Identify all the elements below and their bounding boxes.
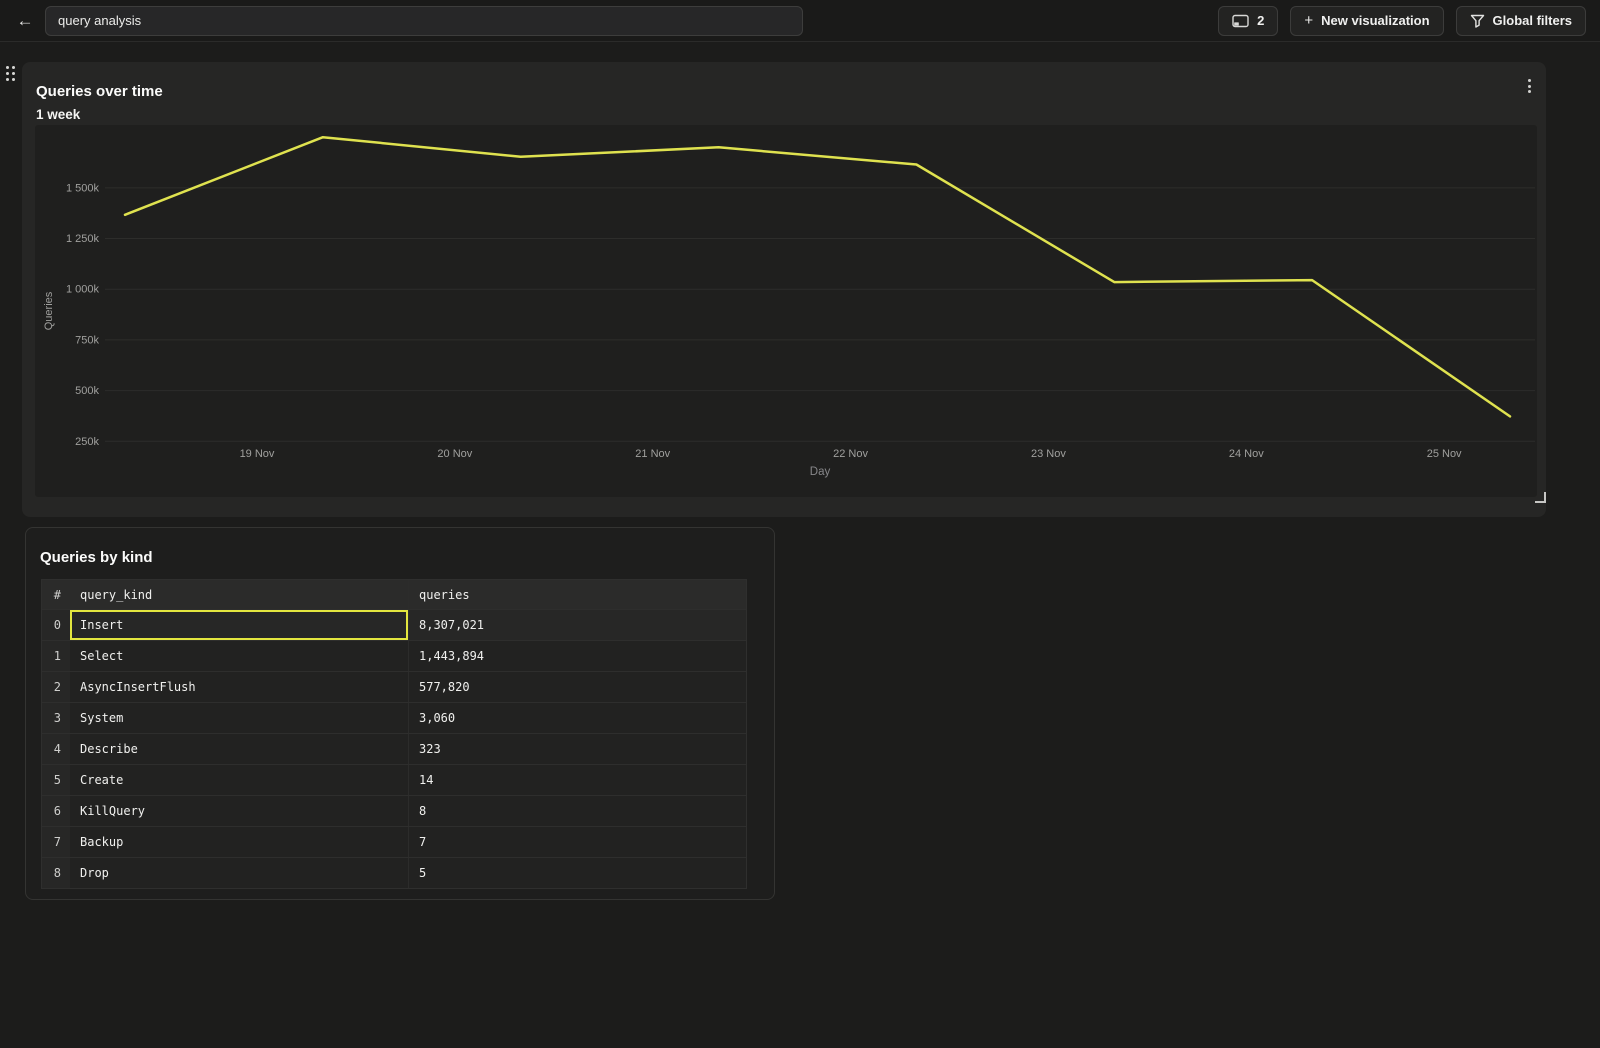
- svg-text:1 250k: 1 250k: [66, 233, 100, 245]
- query-kind-cell[interactable]: Select: [80, 649, 124, 663]
- row-index-cell: 4: [42, 734, 70, 764]
- svg-text:24 Nov: 24 Nov: [1229, 448, 1264, 460]
- topbar-actions: 2 + New visualization Global filters: [1218, 5, 1586, 36]
- table-row: 0 Insert 8,307,021: [42, 609, 746, 640]
- queries-value-cell[interactable]: 8: [408, 796, 746, 826]
- queries-value-cell[interactable]: 323: [408, 734, 746, 764]
- svg-text:1 000k: 1 000k: [66, 284, 100, 296]
- query-kind-cell[interactable]: Insert: [70, 610, 408, 640]
- queries-value-cell[interactable]: 7: [408, 827, 746, 857]
- resize-handle-icon[interactable]: [1535, 492, 1546, 503]
- new-visualization-label: New visualization: [1321, 13, 1430, 28]
- row-index-cell: 0: [42, 610, 70, 640]
- queries-value-cell[interactable]: 14: [408, 765, 746, 795]
- queries-value-cell[interactable]: 3,060: [408, 703, 746, 733]
- chart-subtitle: 1 week: [36, 107, 81, 122]
- table-row: 6 KillQuery 8: [42, 795, 746, 826]
- svg-text:750k: 750k: [75, 334, 99, 346]
- svg-text:23 Nov: 23 Nov: [1031, 448, 1066, 460]
- table-header-row: # query_kind queries: [42, 580, 746, 609]
- column-header-index[interactable]: #: [42, 580, 70, 609]
- table-row: 8 Drop 5: [42, 857, 746, 888]
- table-title: Queries by kind: [40, 549, 153, 566]
- table-row: 2 AsyncInsertFlush 577,820: [42, 671, 746, 702]
- queries-by-kind-card: Queries by kind # query_kind queries 0 I…: [25, 527, 775, 900]
- global-filters-label: Global filters: [1492, 13, 1572, 28]
- query-kind-cell[interactable]: Create: [80, 773, 124, 787]
- back-arrow-icon[interactable]: ←: [16, 10, 34, 30]
- svg-text:1 500k: 1 500k: [66, 182, 100, 194]
- table-row: 5 Create 14: [42, 764, 746, 795]
- query-kind-cell[interactable]: System: [80, 711, 124, 725]
- panels-count-button[interactable]: 2: [1218, 5, 1279, 36]
- svg-text:25 Nov: 25 Nov: [1427, 448, 1462, 460]
- panels-count: 2: [1257, 13, 1265, 28]
- query-kind-cell[interactable]: Drop: [80, 866, 109, 880]
- console-icon: [1232, 14, 1249, 28]
- svg-text:250k: 250k: [75, 436, 99, 448]
- chart-title: Queries over time: [36, 83, 163, 100]
- table-body: 0 Insert 8,307,021 1 Select 1,443,894 2 …: [42, 609, 746, 888]
- queries-value-cell[interactable]: 5: [408, 858, 746, 888]
- svg-text:Queries: Queries: [43, 291, 55, 330]
- query-kind-cell[interactable]: KillQuery: [80, 804, 146, 818]
- dashboard-title-input[interactable]: [45, 5, 803, 36]
- table-row: 7 Backup 7: [42, 826, 746, 857]
- query-kind-cell[interactable]: AsyncInsertFlush: [80, 680, 196, 694]
- row-index-cell: 7: [42, 827, 70, 857]
- table-row: 4 Describe 323: [42, 733, 746, 764]
- global-filters-button[interactable]: Global filters: [1455, 5, 1586, 36]
- dashboard-canvas: Queries over time 1 week 250k 500k 750k 1 0…: [0, 42, 1600, 1048]
- svg-text:19 Nov: 19 Nov: [240, 448, 275, 460]
- kebab-menu-icon[interactable]: [1518, 74, 1540, 98]
- query-kind-cell[interactable]: Describe: [80, 742, 138, 756]
- row-index-cell: 3: [42, 703, 70, 733]
- row-index-cell: 1: [42, 641, 70, 671]
- row-index-cell: 2: [42, 672, 70, 702]
- table-row: 1 Select 1,443,894: [42, 640, 746, 671]
- queries-by-kind-table: # query_kind queries 0 Insert 8,307,021 …: [41, 579, 747, 889]
- funnel-icon: [1470, 14, 1485, 28]
- new-visualization-button[interactable]: + New visualization: [1290, 5, 1444, 36]
- table-row: 3 System 3,060: [42, 702, 746, 733]
- queries-line-chart: 250k 500k 750k 1 000k 1 250k 1 500k Queries 19 …: [35, 125, 1537, 497]
- queries-value-cell[interactable]: 8,307,021: [408, 610, 746, 640]
- row-index-cell: 8: [42, 858, 70, 888]
- queries-value-cell[interactable]: 1,443,894: [408, 641, 746, 671]
- row-index-cell: 5: [42, 765, 70, 795]
- top-bar: ← 2 + New visualization Global filters: [0, 0, 1600, 42]
- column-header-queries[interactable]: queries: [408, 580, 746, 609]
- queries-over-time-card: Queries over time 1 week 250k 500k 750k 1 0…: [22, 62, 1546, 517]
- plus-icon: +: [1304, 12, 1314, 29]
- svg-text:500k: 500k: [75, 385, 99, 397]
- row-index-cell: 6: [42, 796, 70, 826]
- queries-value-cell[interactable]: 577,820: [408, 672, 746, 702]
- svg-text:20 Nov: 20 Nov: [437, 448, 472, 460]
- svg-text:Day: Day: [810, 466, 831, 478]
- column-header-query-kind[interactable]: query_kind: [80, 587, 153, 602]
- svg-text:21 Nov: 21 Nov: [635, 448, 670, 460]
- drag-handle-icon[interactable]: [6, 66, 15, 81]
- svg-text:22 Nov: 22 Nov: [833, 448, 868, 460]
- query-kind-cell[interactable]: Backup: [80, 835, 124, 849]
